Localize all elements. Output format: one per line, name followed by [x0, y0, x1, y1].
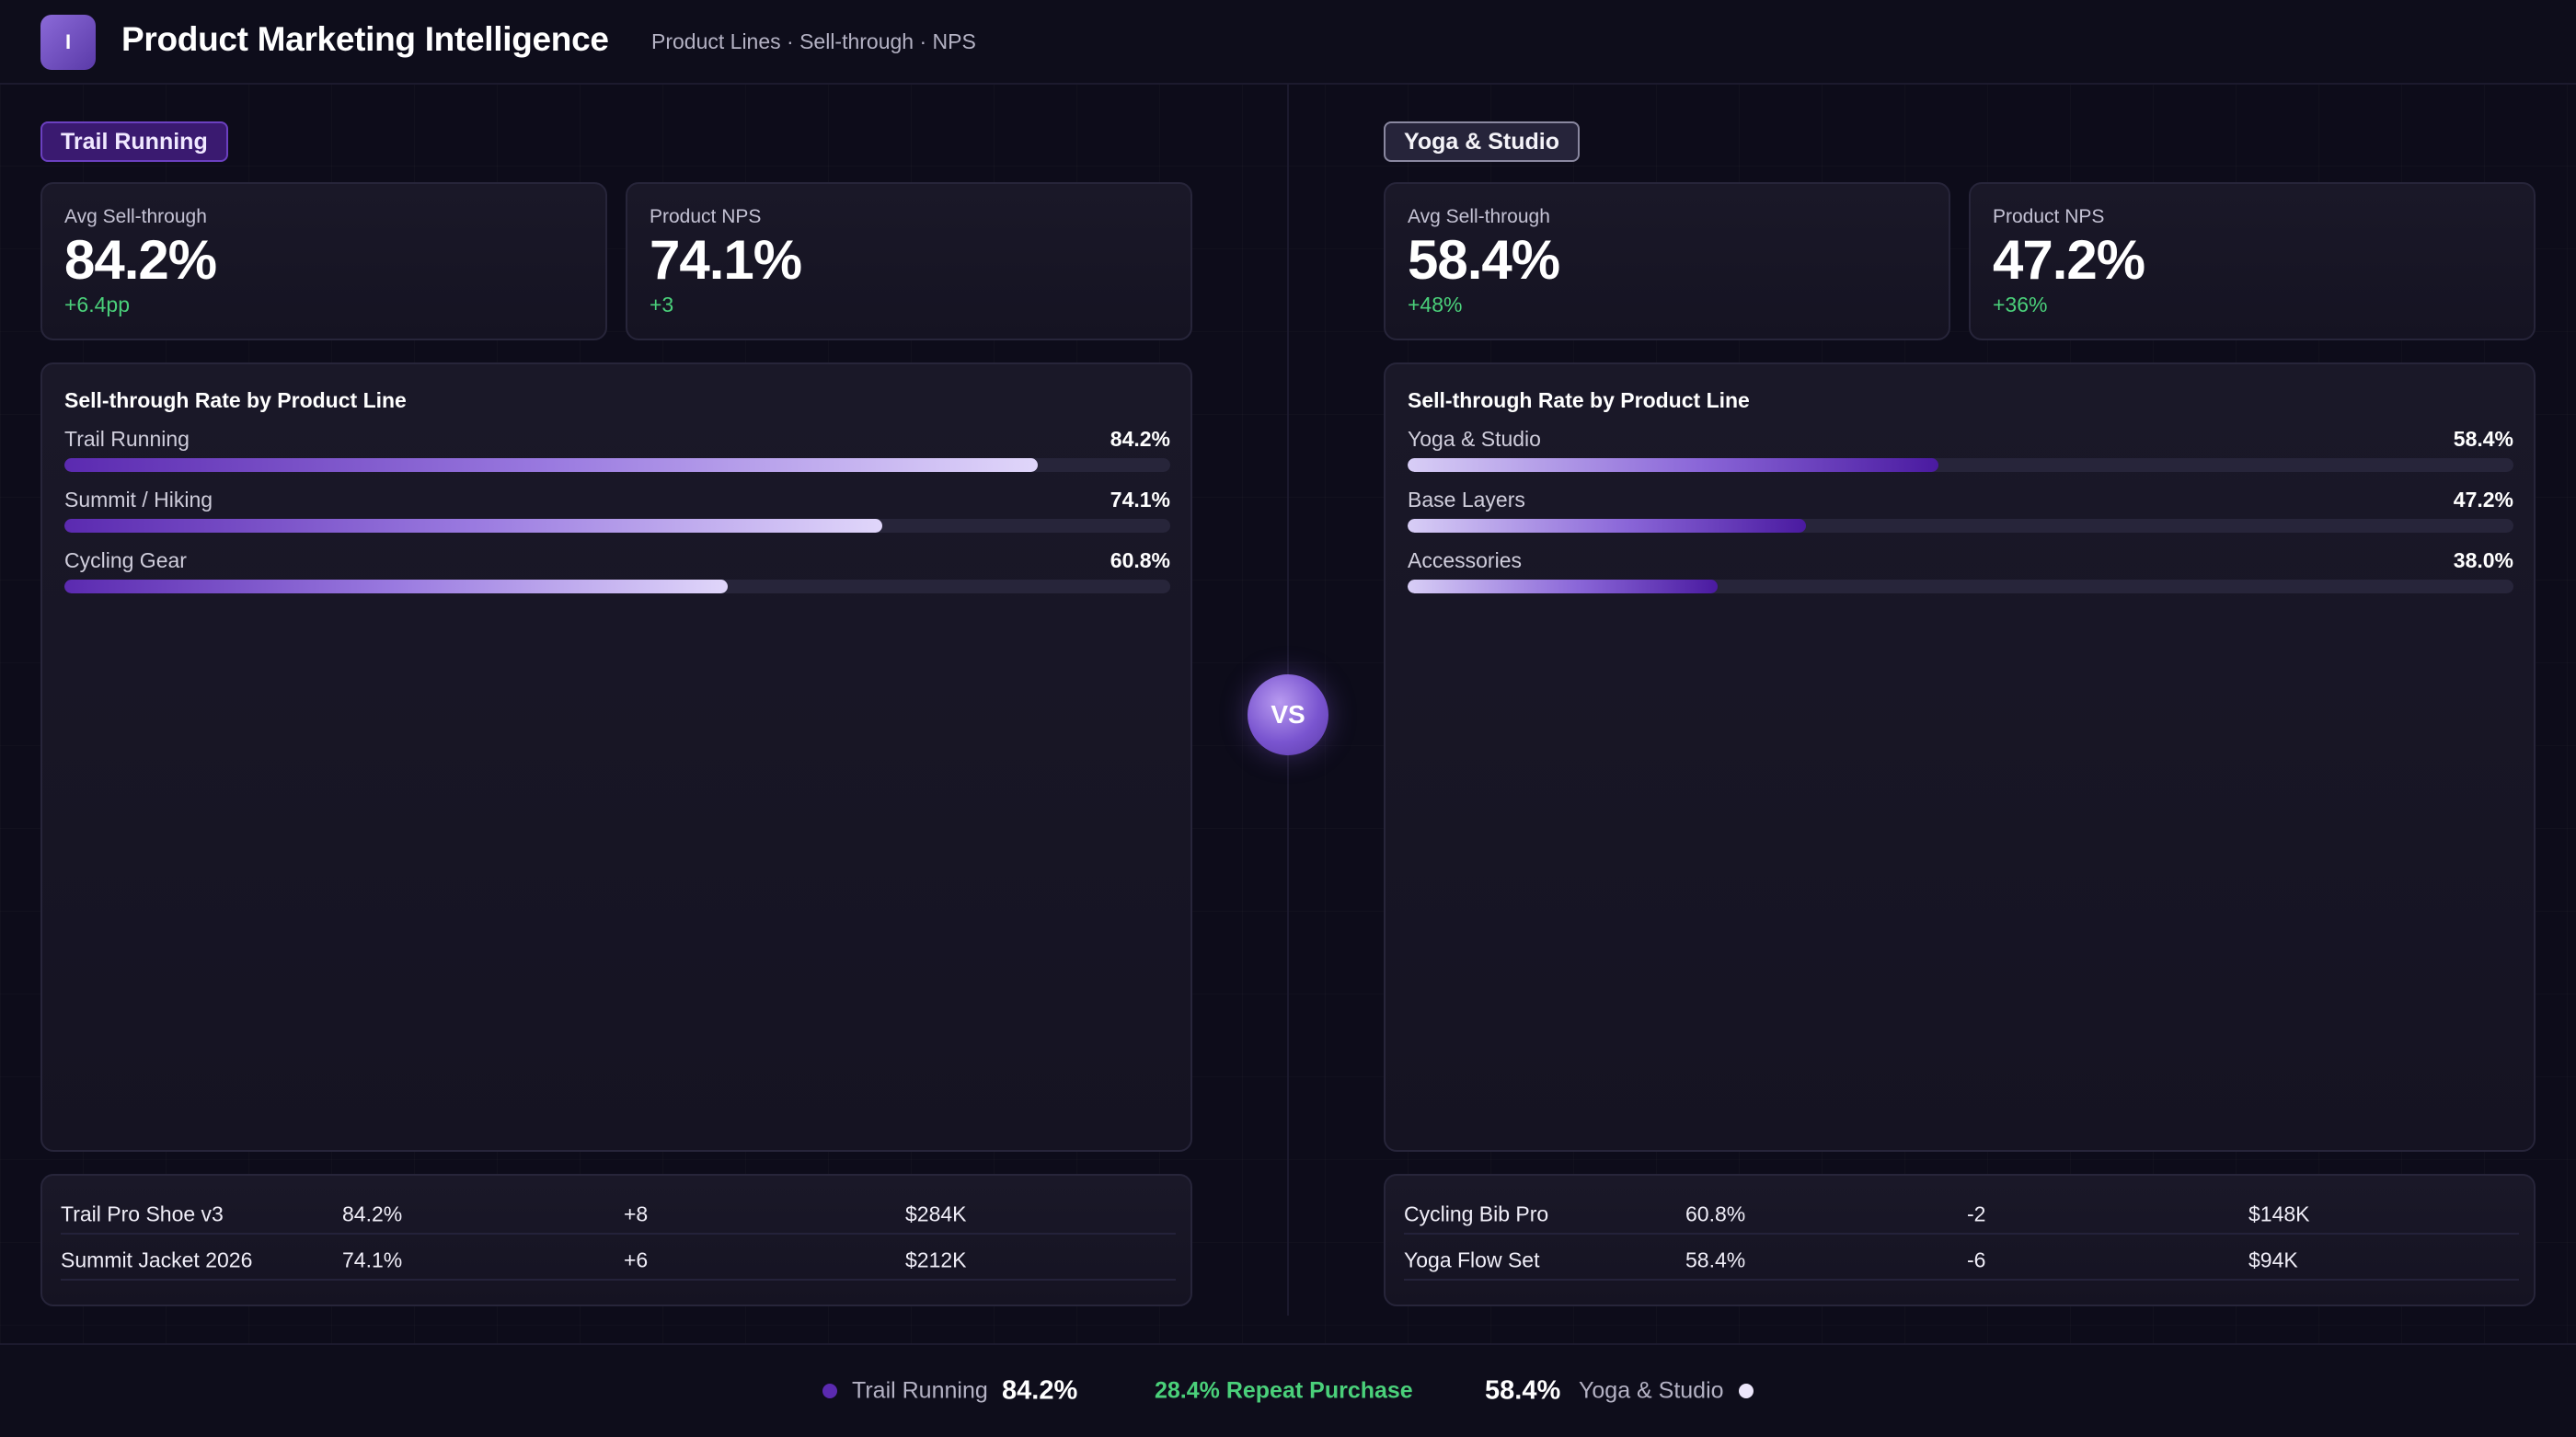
table-cell-nps-delta: -6: [1967, 1247, 1986, 1272]
legend-dot-left-icon: [822, 1384, 837, 1398]
kpi-value: 58.4%: [1408, 229, 1560, 291]
table-cell-sell-through: 60.8%: [1685, 1201, 1746, 1226]
app-header: I Product Marketing Intelligence Product…: [0, 0, 2576, 85]
bar-row: Cycling Gear 60.8%: [64, 548, 1170, 600]
footer-left-value: 84.2%: [1002, 1375, 1078, 1406]
bar-value: 47.2%: [2453, 488, 2513, 512]
table-cell-revenue: $212K: [905, 1247, 967, 1272]
bar-row: Base Layers 47.2%: [1408, 488, 2513, 539]
left-comparison-panel: Trail Running Avg Sell-through 84.2% +6.…: [40, 0, 1192, 1316]
bar-fill: [64, 580, 729, 593]
segment-pill-left[interactable]: Trail Running: [40, 121, 228, 162]
vs-badge: VS: [1248, 674, 1328, 755]
table-cell-sell-through: 74.1%: [342, 1247, 403, 1272]
kpi-label: Avg Sell-through: [1408, 206, 1550, 227]
bar-track: [64, 580, 1170, 593]
app-logo-icon: I: [40, 15, 96, 70]
footer-center-metric: 28.4% Repeat Purchase: [1155, 1377, 1413, 1404]
table-cell-sell-through: 84.2%: [342, 1201, 403, 1226]
table-cell-product: Cycling Bib Pro: [1404, 1201, 1549, 1226]
table-cell-revenue: $148K: [2248, 1201, 2310, 1226]
table-cell-revenue: $94K: [2248, 1247, 2298, 1272]
bar-row: Yoga & Studio 58.4%: [1408, 427, 2513, 478]
legend-dot-right-icon: [1739, 1384, 1754, 1398]
bar-track: [64, 519, 1170, 533]
bar-fill: [1408, 519, 1806, 533]
bar-fill: [64, 519, 883, 533]
bar-row: Accessories 38.0%: [1408, 548, 2513, 600]
bar-label: Summit / Hiking: [64, 488, 213, 512]
bar-fill: [1408, 458, 1938, 472]
kpi-card-sell-through: Avg Sell-through 58.4% +48%: [1384, 182, 1950, 340]
bar-label: Base Layers: [1408, 488, 1525, 512]
sell-through-chart-card: Sell-through Rate by Product Line Yoga &…: [1384, 362, 2536, 1152]
kpi-card-nps: Product NPS 74.1% +3: [626, 182, 1192, 340]
bar-label: Trail Running: [64, 427, 190, 451]
table-cell-product: Yoga Flow Set: [1404, 1247, 1540, 1272]
footer-right-name: Yoga & Studio: [1579, 1377, 1724, 1404]
kpi-card-sell-through: Avg Sell-through 84.2% +6.4pp: [40, 182, 607, 340]
bar-label: Accessories: [1408, 548, 1522, 572]
bar-track: [64, 458, 1170, 472]
bar-value: 58.4%: [2453, 427, 2513, 451]
segment-pill-right[interactable]: Yoga & Studio: [1384, 121, 1580, 162]
product-table: Cycling Bib Pro 60.8% -2 $148K Yoga Flow…: [1384, 1174, 2536, 1306]
table-row[interactable]: Trail Pro Shoe v3 84.2% +8 $284K: [61, 1187, 1176, 1235]
product-table: Trail Pro Shoe v3 84.2% +8 $284K Summit …: [40, 1174, 1192, 1306]
kpi-delta: +36%: [1993, 293, 2048, 316]
chart-title: Sell-through Rate by Product Line: [1408, 388, 1750, 412]
table-row[interactable]: Summit Jacket 2026 74.1% +6 $212K: [61, 1233, 1176, 1281]
bar-fill: [1408, 580, 1718, 593]
kpi-label: Product NPS: [650, 206, 762, 227]
right-comparison-panel: Yoga & Studio Avg Sell-through 58.4% +48…: [1384, 0, 2536, 1316]
comparison-footer: Trail Running 84.2% 28.4% Repeat Purchas…: [0, 1343, 2576, 1437]
table-cell-product: Trail Pro Shoe v3: [61, 1201, 224, 1226]
bar-value: 38.0%: [2453, 548, 2513, 572]
kpi-delta: +48%: [1408, 293, 1463, 316]
bar-row: Trail Running 84.2%: [64, 427, 1170, 478]
table-cell-nps-delta: -2: [1967, 1201, 1986, 1226]
table-cell-revenue: $284K: [905, 1201, 967, 1226]
bar-value: 74.1%: [1110, 488, 1170, 512]
bar-label: Yoga & Studio: [1408, 427, 1541, 451]
table-row[interactable]: Yoga Flow Set 58.4% -6 $94K: [1404, 1233, 2519, 1281]
kpi-value: 47.2%: [1993, 229, 2145, 291]
kpi-card-nps: Product NPS 47.2% +36%: [1969, 182, 2536, 340]
bar-label: Cycling Gear: [64, 548, 187, 572]
app-subtitle: Product Lines · Sell-through · NPS: [651, 29, 976, 53]
table-cell-sell-through: 58.4%: [1685, 1247, 1746, 1272]
app-title: Product Marketing Intelligence: [121, 20, 609, 58]
table-cell-nps-delta: +6: [624, 1247, 649, 1272]
bar-track: [1408, 519, 2513, 533]
table-row[interactable]: Cycling Bib Pro 60.8% -2 $148K: [1404, 1187, 2519, 1235]
kpi-label: Product NPS: [1993, 206, 2105, 227]
kpi-delta: +6.4pp: [64, 293, 130, 316]
bar-track: [1408, 458, 2513, 472]
bar-value: 84.2%: [1110, 427, 1170, 451]
chart-title: Sell-through Rate by Product Line: [64, 388, 407, 412]
footer-right-value: 58.4%: [1485, 1375, 1561, 1406]
bar-track: [1408, 580, 2513, 593]
kpi-label: Avg Sell-through: [64, 206, 207, 227]
bar-fill: [64, 458, 1038, 472]
table-cell-product: Summit Jacket 2026: [61, 1247, 253, 1272]
kpi-value: 74.1%: [650, 229, 802, 291]
bar-row: Summit / Hiking 74.1%: [64, 488, 1170, 539]
kpi-value: 84.2%: [64, 229, 217, 291]
sell-through-chart-card: Sell-through Rate by Product Line Trail …: [40, 362, 1192, 1152]
footer-left-name: Trail Running: [852, 1377, 988, 1404]
table-cell-nps-delta: +8: [624, 1201, 649, 1226]
bar-value: 60.8%: [1110, 548, 1170, 572]
kpi-delta: +3: [650, 293, 674, 316]
